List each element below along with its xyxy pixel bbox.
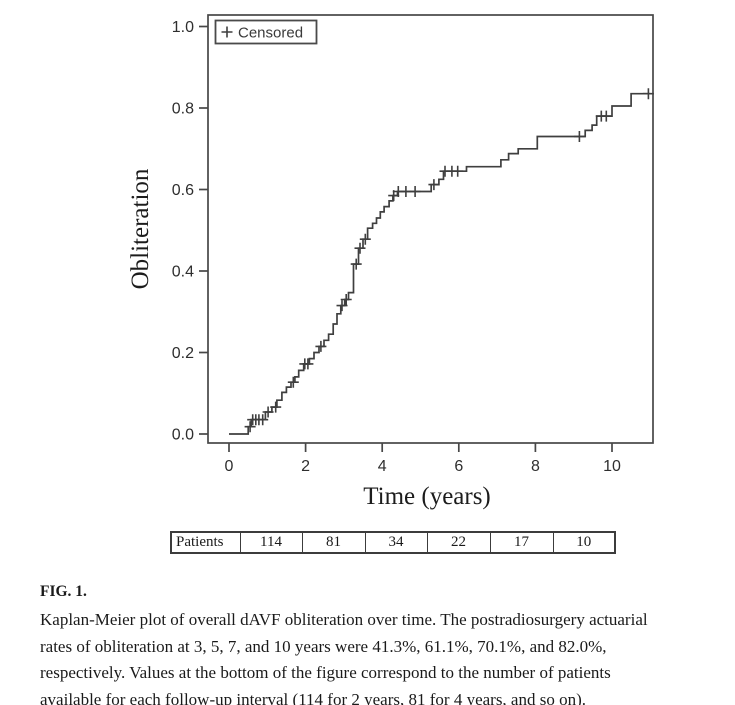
x-tick-label: 0 [225,458,234,475]
censored-mark [600,110,612,122]
y-axis-ticks: 0.0 0.2 0.4 0.6 0.8 1.0 [172,19,208,444]
censored-mark [340,294,352,305]
x-tick-label: 2 [301,458,310,475]
legend-border [214,19,318,45]
censored-mark [350,258,362,270]
patients-count-cell: 34 [364,531,428,554]
censored-mark [409,186,421,197]
censored-mark [287,376,299,388]
y-tick-label: 0.8 [172,101,194,118]
censored-mark [354,242,366,254]
plot-area-border [207,14,654,444]
patients-at-risk-table: Patients 114 81 34 22 17 10 [170,531,616,554]
y-tick-label: 1.0 [172,19,194,36]
patients-count-cell: 17 [489,531,554,554]
patients-count-cell: 22 [426,531,491,554]
patients-count-cell: 10 [552,531,616,554]
censored-mark [270,401,282,413]
y-tick-label: 0.4 [172,264,194,281]
patients-count-cell: 81 [301,531,366,554]
censored-mark [452,165,464,177]
km-curve [229,92,651,435]
table-row: Patients 114 81 34 22 17 10 [170,531,616,554]
censored-marker-icon [221,26,233,38]
x-tick-label: 8 [531,458,540,475]
y-tick-label: 0.2 [172,345,194,362]
censored-mark [642,88,654,100]
legend: Censored [214,19,318,45]
censored-mark [336,300,348,312]
caption-text-line: rates of obliteration at 3, 5, 7, and 10… [40,636,607,656]
figure-caption: FIG. 1. Kaplan-Meier plot of overall dAV… [40,583,708,705]
censored-mark [573,131,585,142]
figure-number-label: FIG. 1. [40,583,87,600]
x-tick-label: 6 [454,458,463,475]
censored-mark [302,358,314,370]
censored-mark [428,179,440,191]
y-tick-label: 0.6 [172,182,194,199]
x-tick-label: 4 [378,458,387,475]
caption-text-line: available for each follow-up interval (1… [40,689,587,705]
km-plot: 0.00.20.40.60.81.0 0 2 4 6 8 10 Obliteration … [127,14,654,510]
x-tick-label: 10 [603,458,621,475]
censored-marks [244,88,654,433]
caption-text-line: Kaplan-Meier plot of overall dAVF oblite… [40,610,648,629]
patients-row-label: Patients [170,531,241,554]
caption-text-line: respectively. Values at the bottom of th… [40,663,611,682]
y-tick-label: 0.0 [172,427,194,444]
censored-mark [400,186,412,197]
censored-mark [315,340,327,352]
patients-count-cell: 114 [239,531,303,554]
survival-step-curve [229,92,651,435]
censored-mark [257,414,269,426]
y-axis-title: Obliteration [127,168,154,289]
censored-mark [262,406,274,418]
censored-mark [244,421,256,433]
censored-mark [359,233,371,245]
x-axis-ticks: 0 2 4 6 8 10 [225,443,621,475]
legend-label: Censored [238,25,303,42]
x-axis-title: Time (years) [363,483,491,510]
